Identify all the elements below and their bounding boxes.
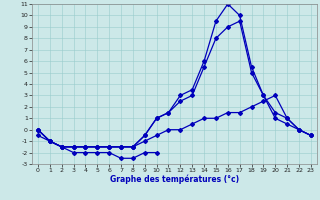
X-axis label: Graphe des températures (°c): Graphe des températures (°c) xyxy=(110,175,239,184)
